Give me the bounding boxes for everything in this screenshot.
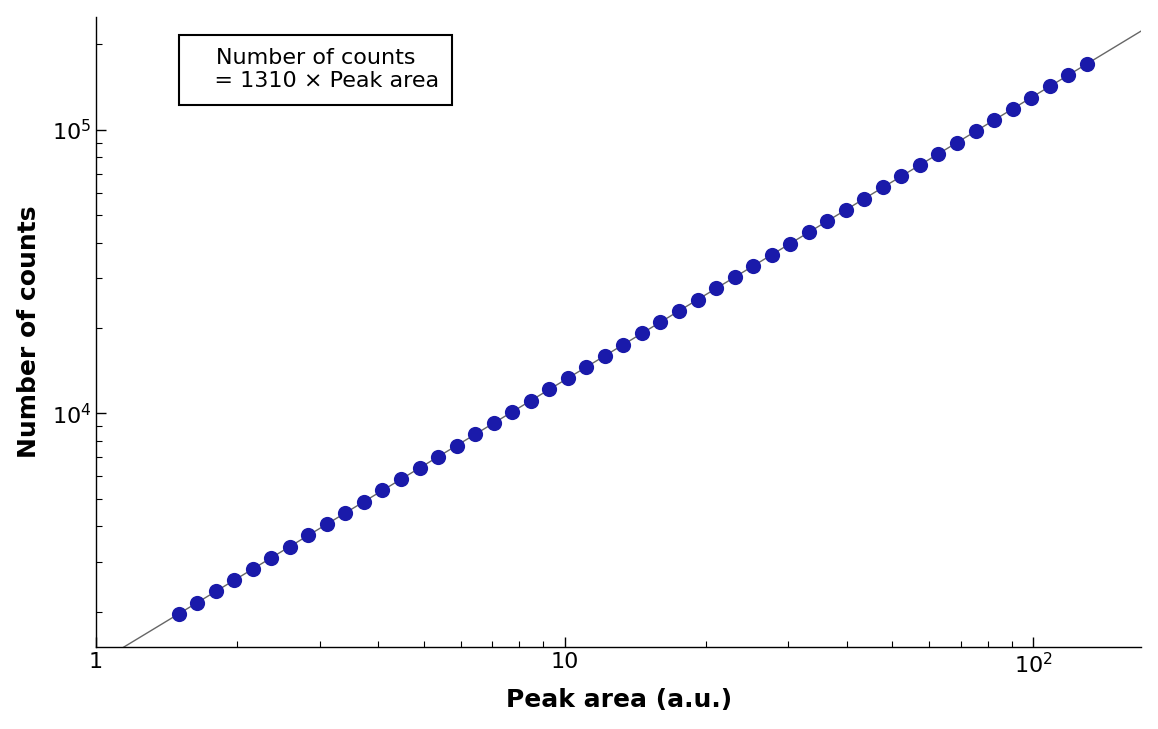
Point (688, 294, 706, 305)
Point (1058, 69, 1077, 81)
Point (632, 327, 651, 339)
Point (929, 148, 947, 160)
Point (966, 125, 984, 137)
Point (614, 339, 632, 351)
Point (484, 417, 503, 429)
Point (725, 271, 743, 283)
Point (743, 260, 762, 272)
Text: Number of counts
   = 1310 × Peak area: Number of counts = 1310 × Peak area (192, 48, 439, 91)
Point (855, 192, 873, 204)
Point (373, 485, 391, 496)
X-axis label: Peak area (a.u.): Peak area (a.u.) (506, 688, 732, 712)
Point (169, 608, 188, 620)
Point (1003, 103, 1021, 114)
Point (873, 182, 892, 193)
Point (447, 440, 466, 451)
Y-axis label: Number of counts: Number of counts (16, 206, 41, 458)
Point (595, 350, 614, 362)
Point (317, 518, 336, 530)
Point (243, 564, 262, 575)
Point (984, 114, 1003, 126)
Point (762, 249, 780, 260)
Point (706, 283, 725, 295)
Point (1021, 92, 1040, 104)
Point (669, 305, 688, 316)
Point (892, 171, 910, 182)
Point (354, 496, 373, 507)
Point (503, 406, 521, 418)
Point (577, 361, 595, 373)
Point (1077, 58, 1095, 70)
Point (410, 462, 428, 474)
Point (947, 137, 966, 149)
Point (521, 395, 540, 407)
Point (818, 215, 836, 227)
Point (466, 429, 484, 440)
Point (836, 204, 855, 216)
Point (336, 507, 354, 519)
Point (188, 597, 206, 609)
Point (540, 383, 558, 395)
Point (651, 316, 669, 328)
Point (225, 574, 243, 586)
Point (262, 552, 280, 564)
Point (206, 585, 225, 597)
Point (299, 529, 317, 541)
Point (391, 473, 410, 485)
Point (558, 373, 577, 384)
Point (428, 451, 447, 463)
Point (910, 159, 929, 171)
Point (780, 238, 799, 249)
Point (1040, 81, 1058, 93)
Point (280, 541, 299, 553)
Point (799, 227, 818, 238)
